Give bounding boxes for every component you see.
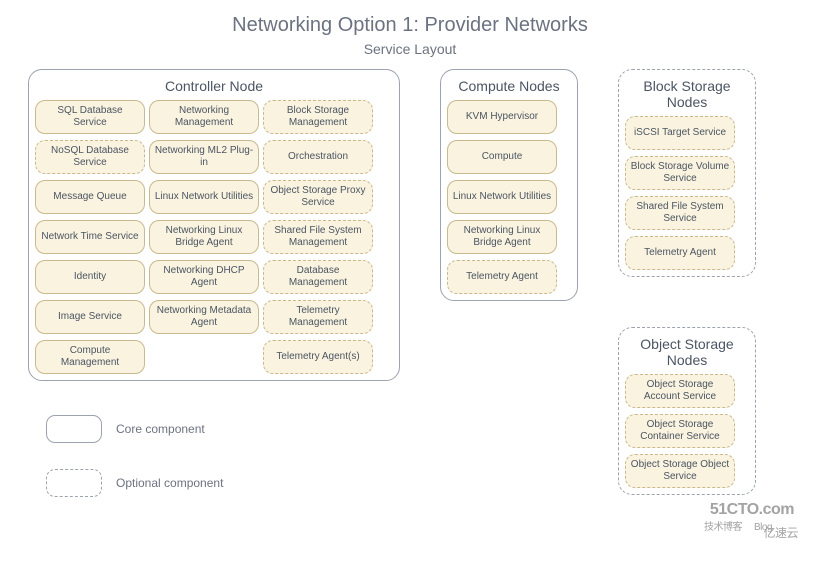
legend-core-swatch bbox=[46, 415, 102, 443]
compute-component: Networking Linux Bridge Agent bbox=[447, 220, 557, 254]
controller-component: SQL Database Service bbox=[35, 100, 145, 134]
object-component: Object Storage Account Service bbox=[625, 374, 735, 408]
block-component: Block Storage Volume Service bbox=[625, 156, 735, 190]
controller-component: Message Queue bbox=[35, 180, 145, 214]
controller-component: Networking Linux Bridge Agent bbox=[149, 220, 259, 254]
compute-title: Compute Nodes bbox=[447, 78, 571, 94]
watermark-sub1: 技术博客 bbox=[704, 518, 742, 533]
controller-component: Orchestration bbox=[263, 140, 373, 174]
controller-component: NoSQL Database Service bbox=[35, 140, 145, 174]
diagram-title: Networking Option 1: Provider Networks bbox=[0, 0, 820, 37]
object-component: Object Storage Container Service bbox=[625, 414, 735, 448]
block-node-group: Block Storage Nodes iSCSI Target Service B… bbox=[618, 69, 756, 277]
watermark-main: 51CTO.com bbox=[710, 501, 794, 519]
controller-component: Networking ML2 Plug-in bbox=[149, 140, 259, 174]
controller-component: Network Time Service bbox=[35, 220, 145, 254]
controller-component: Networking Metadata Agent bbox=[149, 300, 259, 334]
block-component: Shared File System Service bbox=[625, 196, 735, 230]
controller-component: Image Service bbox=[35, 300, 145, 334]
legend-optional: Optional component bbox=[46, 469, 223, 497]
controller-component: Shared File System Management bbox=[263, 220, 373, 254]
legend-optional-label: Optional component bbox=[116, 476, 223, 490]
controller-component: Identity bbox=[35, 260, 145, 294]
watermark-brand: 亿速云 bbox=[763, 524, 798, 541]
compute-component: Linux Network Utilities bbox=[447, 180, 557, 214]
diagram-canvas: Controller Node SQL Database Service NoSQL… bbox=[0, 65, 820, 555]
controller-title: Controller Node bbox=[35, 78, 393, 94]
controller-component: Networking DHCP Agent bbox=[149, 260, 259, 294]
block-component: Telemetry Agent bbox=[625, 236, 735, 270]
legend-core: Core component bbox=[46, 415, 205, 443]
block-title: Block Storage Nodes bbox=[625, 78, 749, 110]
controller-component: Object Storage Proxy Service bbox=[263, 180, 373, 214]
diagram-subtitle: Service Layout bbox=[0, 37, 820, 65]
controller-component: Block Storage Management bbox=[263, 100, 373, 134]
controller-node-group: Controller Node SQL Database Service NoSQL… bbox=[28, 69, 400, 381]
controller-component: Compute Management bbox=[35, 340, 145, 374]
legend-optional-swatch bbox=[46, 469, 102, 497]
legend-core-label: Core component bbox=[116, 422, 205, 436]
controller-component: Telemetry Management bbox=[263, 300, 373, 334]
object-title: Object Storage Nodes bbox=[625, 336, 749, 368]
compute-component: Compute bbox=[447, 140, 557, 174]
controller-component: Linux Network Utilities bbox=[149, 180, 259, 214]
controller-component: Networking Management bbox=[149, 100, 259, 134]
controller-component: Telemetry Agent(s) bbox=[263, 340, 373, 374]
object-component: Object Storage Object Service bbox=[625, 454, 735, 488]
controller-component: Database Management bbox=[263, 260, 373, 294]
block-component: iSCSI Target Service bbox=[625, 116, 735, 150]
compute-component: KVM Hypervisor bbox=[447, 100, 557, 134]
compute-node-group: Compute Nodes KVM Hypervisor Compute Linux … bbox=[440, 69, 578, 301]
compute-component: Telemetry Agent bbox=[447, 260, 557, 294]
object-node-group: Object Storage Nodes Object Storage Accou… bbox=[618, 327, 756, 495]
